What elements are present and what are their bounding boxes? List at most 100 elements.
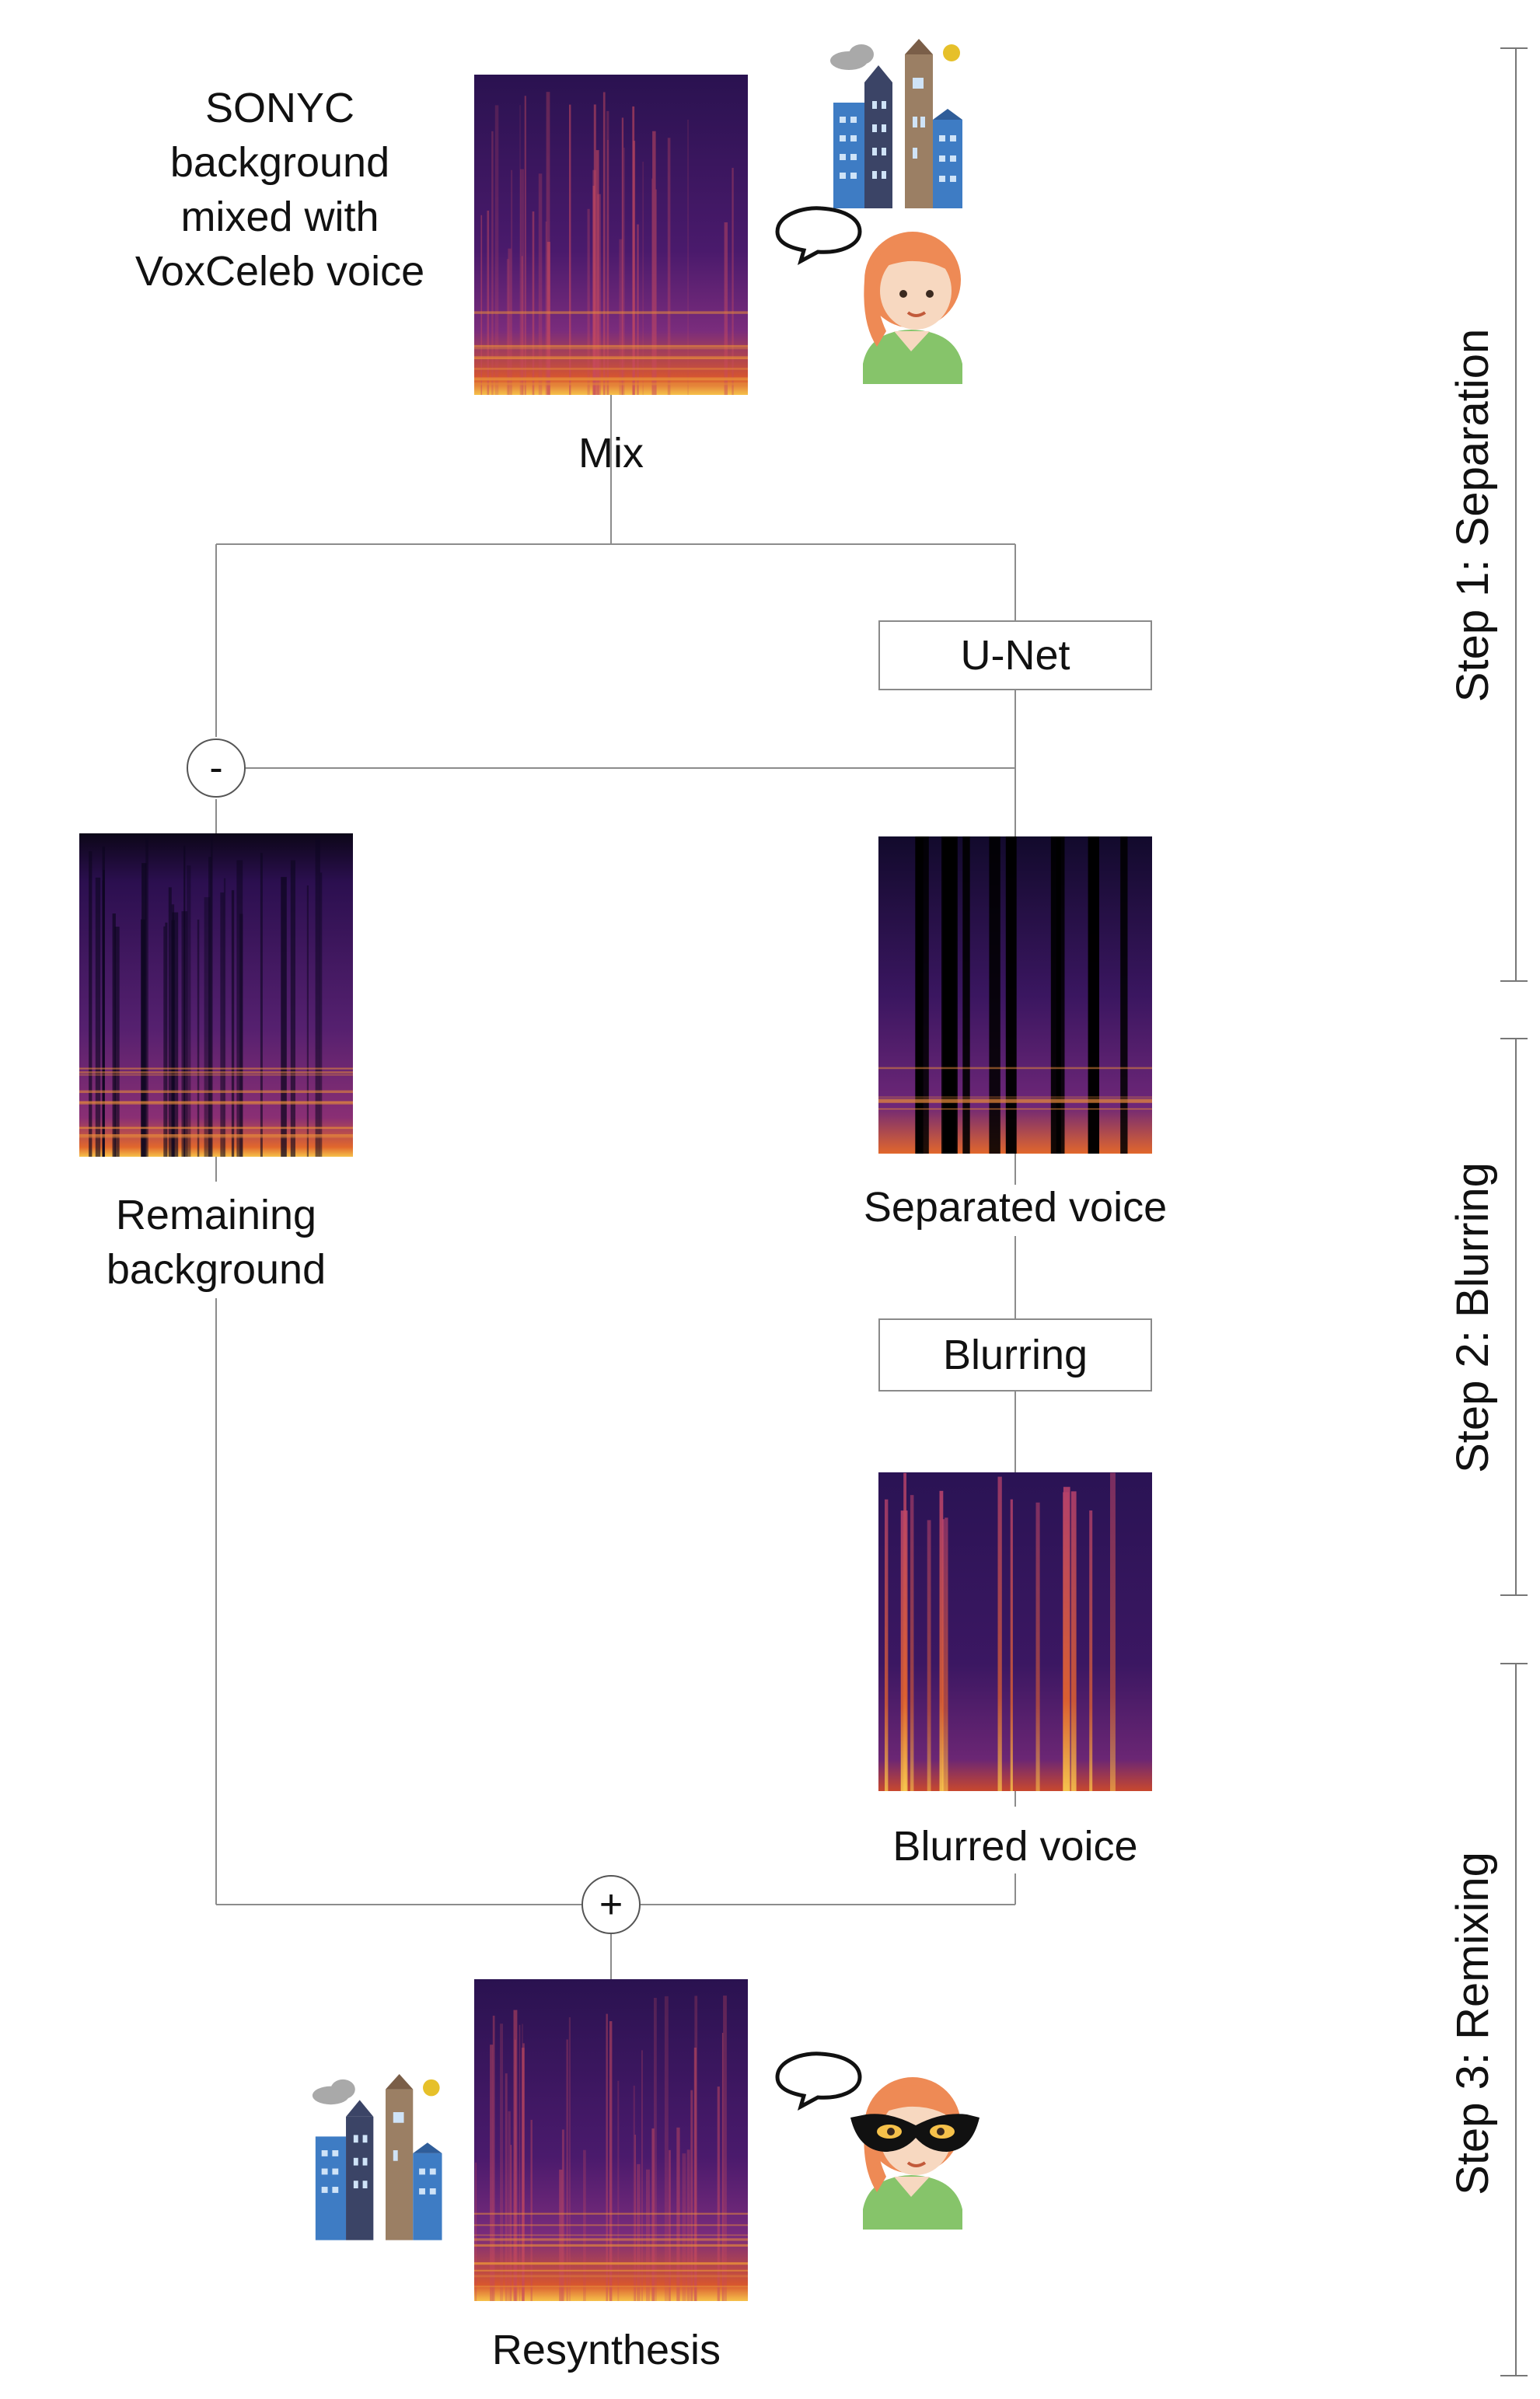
spectrogram-texture (79, 1074, 353, 1076)
spectrogram-texture (211, 833, 213, 1157)
spectrogram-texture (915, 836, 924, 1154)
spectrogram-texture (547, 242, 550, 395)
spectrogram-texture (474, 2269, 748, 2272)
spectrogram-texture (530, 2119, 533, 2301)
spectrogram-texture (687, 119, 689, 395)
spectrogram-texture (538, 173, 543, 396)
spectrogram-texture (474, 382, 748, 386)
spectrogram-texture (510, 2145, 512, 2301)
spectrogram-texture (474, 2212, 748, 2215)
spectrogram-texture (165, 922, 168, 1157)
resynthesis-label: Resynthesis (491, 2327, 721, 2373)
spectrogram-texture (474, 357, 748, 360)
spectrogram-texture (646, 2169, 650, 2301)
spectrogram-texture (505, 2073, 508, 2301)
spectrogram-texture (474, 2224, 748, 2226)
spectrogram-texture (592, 185, 595, 395)
spectrogram-texture (878, 1100, 1152, 1103)
spectrogram-texture (181, 911, 188, 1157)
spectrogram-texture (654, 1998, 657, 2301)
mix-label: Mix (578, 430, 644, 477)
spectrogram-texture (664, 1996, 669, 2301)
spectrogram-texture (607, 140, 609, 395)
spectrogram-texture (208, 857, 211, 1157)
spectrogram-texture (878, 1067, 1152, 1070)
spectrogram-texture (559, 2169, 563, 2301)
spectrogram-texture (475, 2162, 477, 2301)
spectrogram-texture (187, 865, 191, 1157)
spectrogram-texture (885, 1499, 889, 1791)
spectrogram-texture (717, 2086, 720, 2301)
spectrogram-texture (1120, 836, 1128, 1154)
spectrogram-texture (637, 2163, 641, 2301)
spectrogram-texture (474, 2244, 748, 2247)
spectrogram-texture (609, 2021, 613, 2301)
spectrogram-texture (694, 1996, 698, 2301)
spectrogram-texture (652, 131, 656, 395)
spectrogram-texture (651, 178, 653, 395)
connector-lines (215, 395, 1016, 1979)
spectrogram-texture (231, 890, 235, 1157)
spectrogram-texture (1056, 836, 1065, 1154)
spectrogram-texture (878, 1096, 1152, 1098)
spectrogram-texture (487, 210, 490, 395)
speech-bubble-icon (775, 206, 862, 266)
spectrogram-texture (320, 872, 323, 1157)
spectrogram-texture (474, 2275, 748, 2278)
spectrogram-texture (490, 2045, 494, 2301)
separated-voice-spectrogram (878, 836, 1152, 1154)
spectrogram-texture (511, 169, 513, 395)
spectrogram-texture (942, 836, 958, 1154)
spectrogram-texture (145, 838, 148, 1157)
mix-description-line: VoxCeleb voice (134, 248, 425, 295)
spectrogram-texture (79, 1071, 353, 1074)
spectrogram-texture (492, 2015, 495, 2301)
spectrogram-texture (474, 2238, 748, 2241)
spectrogram-texture (587, 208, 590, 395)
spectrogram-texture (79, 1134, 353, 1137)
city-icon (312, 2074, 442, 2240)
woman-speaking-icon (863, 232, 962, 384)
spectrogram-texture (281, 877, 287, 1157)
spectrogram-texture (521, 2048, 525, 2301)
spectrogram-texture (634, 2135, 636, 2301)
spectrogram-texture (79, 1103, 353, 1105)
step-3-label: Step 3: Remixing (1447, 1852, 1498, 2195)
spectrogram-texture (566, 2039, 568, 2301)
spectrogram-texture (532, 211, 535, 395)
spectrogram-texture (79, 1101, 353, 1104)
spectrogram-texture (546, 92, 550, 395)
spectrogram-texture (197, 919, 200, 1157)
spectrogram-texture (910, 1495, 914, 1791)
spectrogram-texture (508, 248, 512, 395)
spectrogram-texture (878, 1108, 1152, 1110)
spectrogram-texture (306, 885, 309, 1157)
spectrogram-texture (637, 224, 639, 395)
spectrogram-texture (506, 259, 509, 395)
blurring-box: Blurring (878, 1318, 1152, 1392)
spectrogram-texture (568, 2017, 571, 2301)
spectrogram-texture (315, 838, 320, 1157)
spectrogram-texture (220, 892, 225, 1157)
step-brackets (1500, 47, 1528, 2376)
spectrogram-texture (474, 311, 748, 314)
spectrogram-texture (633, 2085, 635, 2301)
spectrogram-texture (606, 110, 609, 396)
spectrogram-texture (621, 117, 624, 395)
spectrogram-texture (997, 1476, 1002, 1791)
spectrogram-texture (724, 222, 728, 395)
spectrogram-texture (163, 926, 166, 1157)
spectrogram-texture (79, 1090, 353, 1093)
spectrogram-texture (474, 344, 748, 347)
spectrogram-texture (290, 860, 295, 1157)
spectrogram-texture (945, 1517, 948, 1791)
spectrogram-texture (223, 878, 226, 1157)
spectrogram-texture (494, 105, 499, 395)
spectrogram-texture (508, 2111, 511, 2301)
spectrogram-texture (545, 222, 547, 395)
subtract-operator: - (187, 739, 246, 798)
spectrogram-texture (474, 2262, 748, 2265)
spectrogram-texture (941, 1519, 945, 1791)
spectrogram-texture (962, 836, 970, 1154)
spectrogram-texture (79, 1137, 353, 1139)
